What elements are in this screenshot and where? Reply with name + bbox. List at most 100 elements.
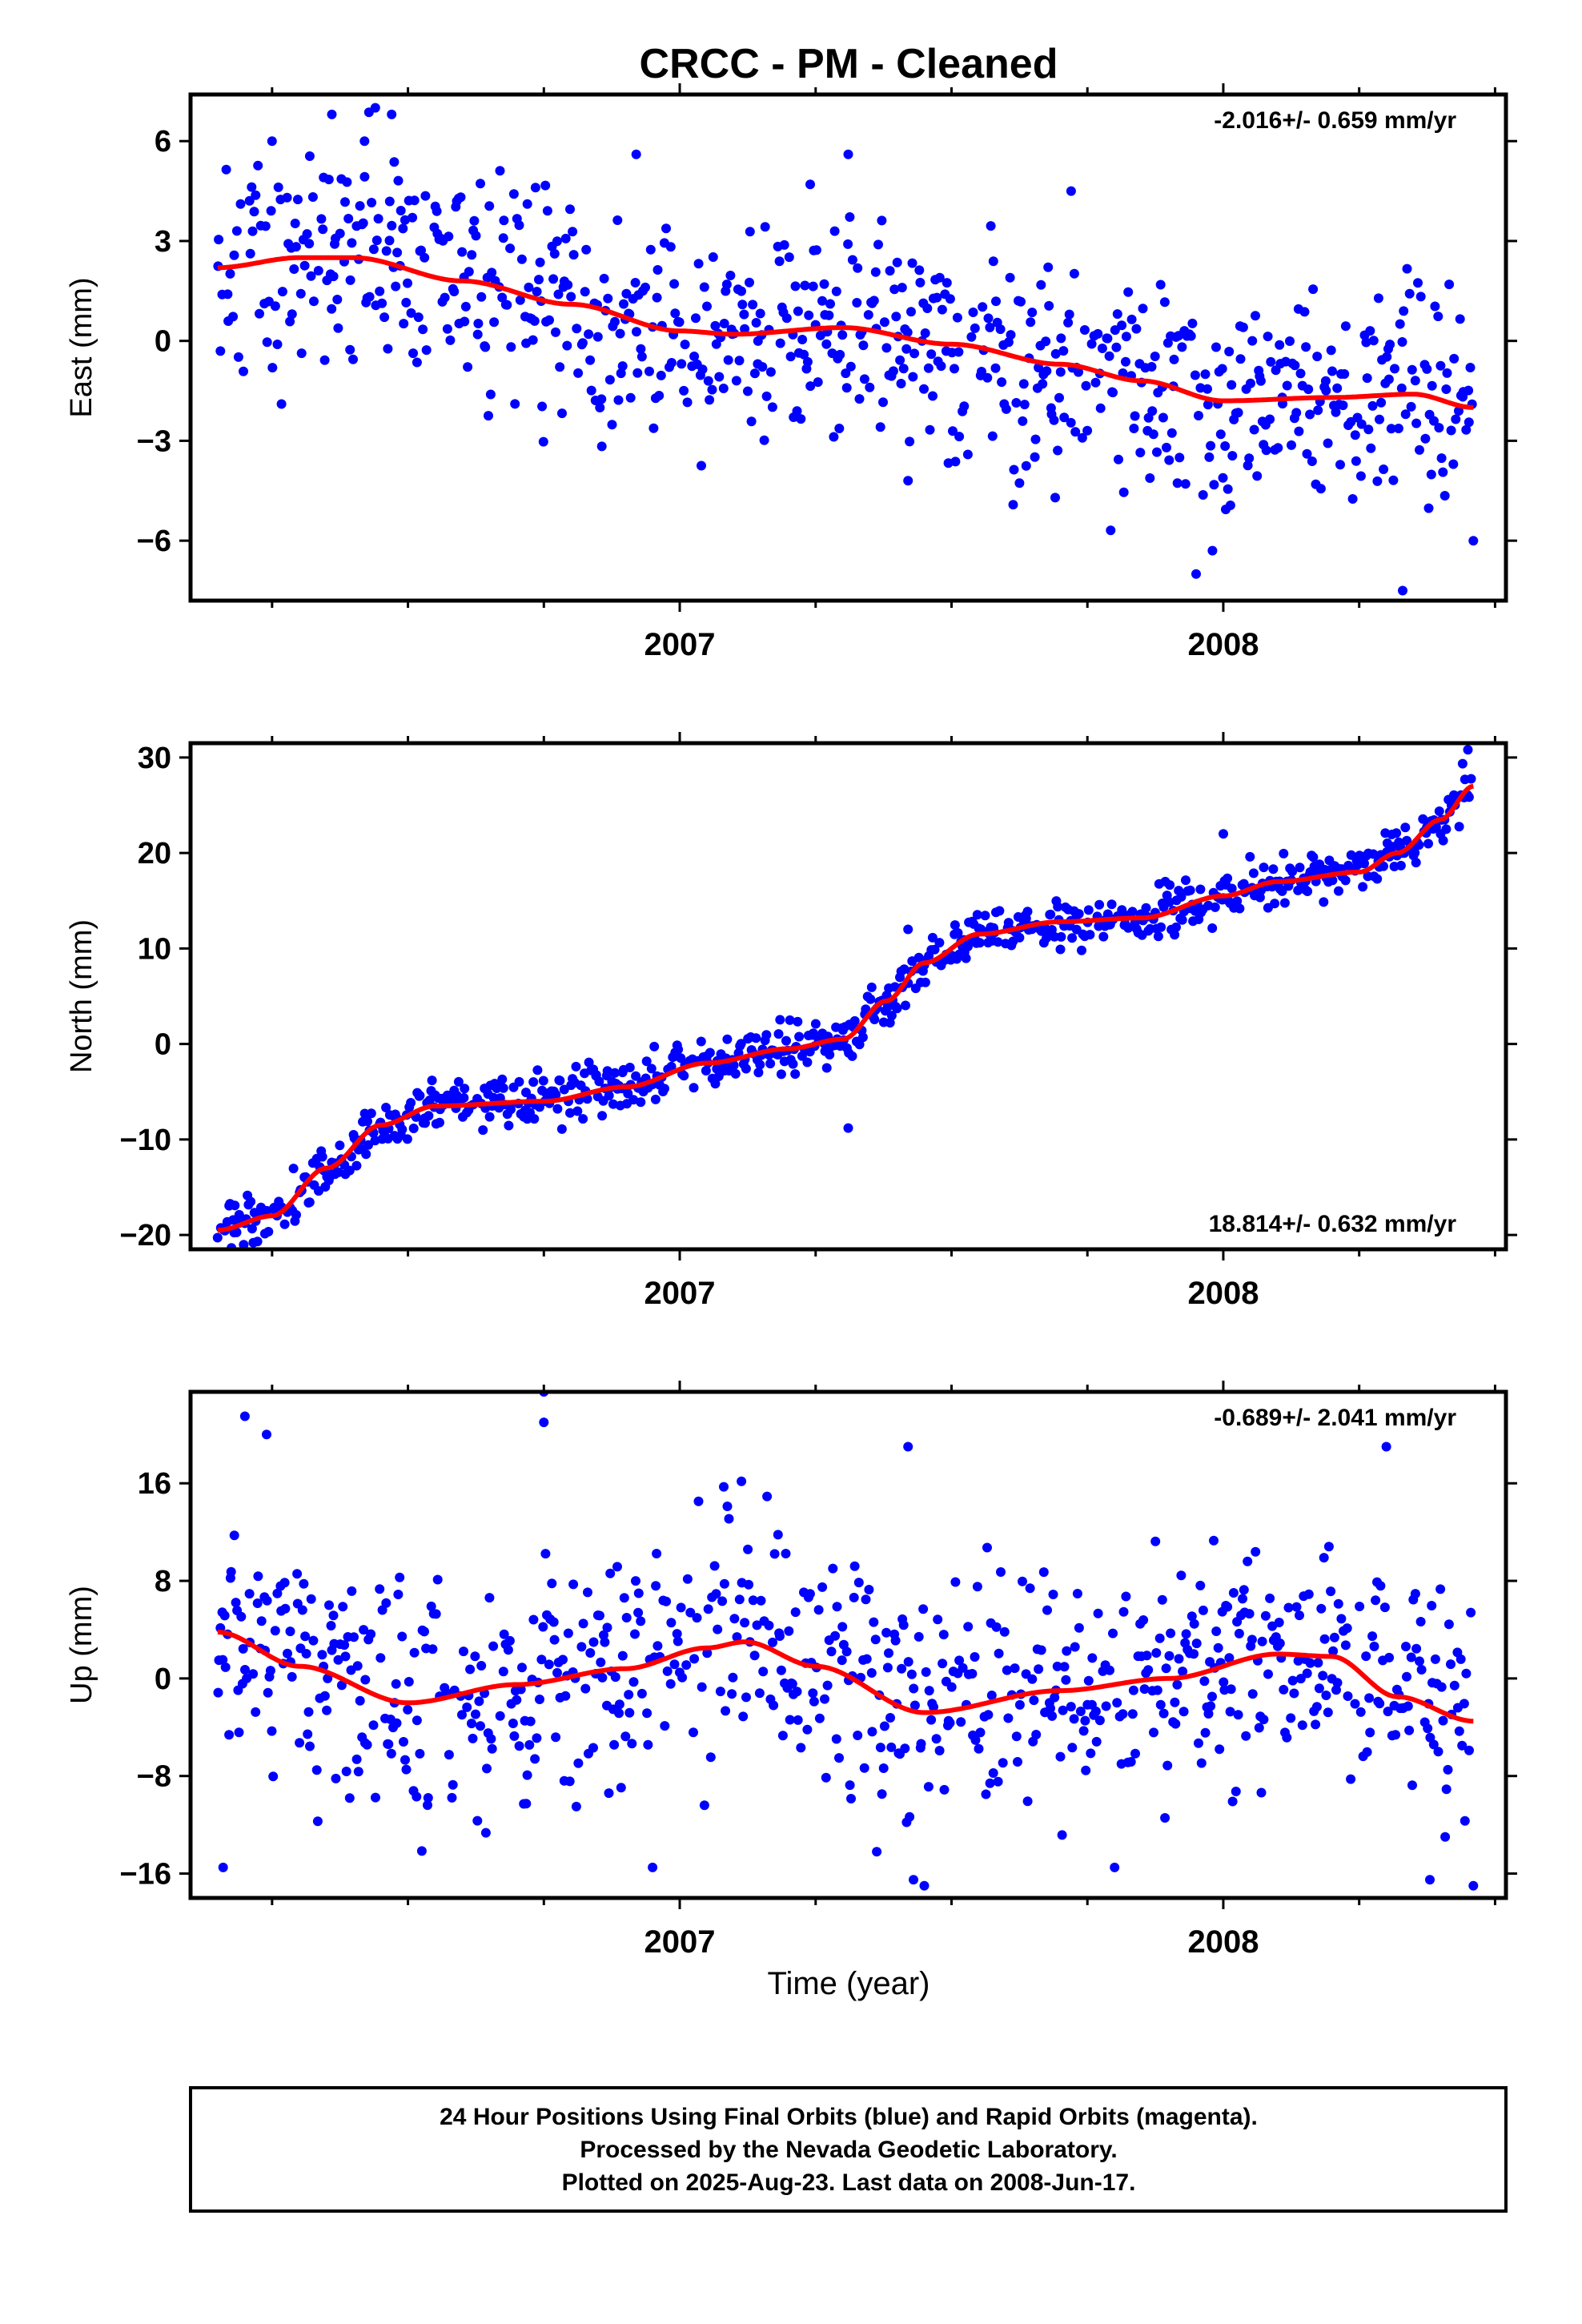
data-point [843, 1123, 853, 1133]
data-point [1238, 322, 1248, 332]
data-point [886, 1011, 897, 1021]
data-point [923, 363, 934, 373]
data-point [1215, 1744, 1225, 1755]
data-point [845, 212, 855, 222]
data-point [1463, 745, 1473, 755]
data-point [391, 1718, 402, 1728]
data-point [1399, 306, 1409, 316]
data-point [537, 401, 548, 412]
data-point [1402, 1671, 1411, 1682]
data-point [909, 348, 920, 359]
data-point [224, 1730, 235, 1740]
data-point [244, 195, 255, 206]
data-point [666, 1061, 677, 1072]
data-point [914, 265, 925, 275]
y-tick-label: 8 [155, 1565, 171, 1598]
data-point [1464, 792, 1474, 802]
data-point [219, 1610, 230, 1621]
data-point [736, 1039, 746, 1049]
data-point [244, 1589, 255, 1599]
data-point [1361, 1651, 1371, 1662]
data-point [288, 1164, 299, 1174]
data-point [1436, 1682, 1447, 1692]
data-point [1002, 1665, 1012, 1675]
data-point [1346, 1774, 1356, 1784]
data-point [524, 282, 534, 292]
data-point [717, 1596, 728, 1606]
data-point [1211, 342, 1221, 352]
data-point [1403, 1701, 1413, 1711]
data-point [1395, 319, 1405, 329]
data-point [1227, 883, 1237, 894]
data-point [362, 1739, 372, 1750]
data-point [409, 195, 420, 206]
data-point [416, 245, 426, 255]
data-point [456, 192, 466, 203]
data-point [854, 394, 865, 404]
data-point [1159, 297, 1170, 308]
data-point [828, 1563, 838, 1574]
data-point [1415, 1617, 1426, 1626]
data-point [676, 1602, 686, 1613]
data-point [624, 1063, 635, 1072]
data-point [610, 316, 620, 327]
data-point [950, 1577, 961, 1587]
data-point [442, 324, 452, 334]
data-point [793, 306, 803, 316]
data-point [1388, 475, 1399, 485]
data-point [788, 1059, 798, 1069]
data-point [515, 295, 525, 305]
data-point [218, 1655, 228, 1665]
data-point [696, 1036, 706, 1047]
data-point [870, 1634, 881, 1645]
data-point [535, 257, 545, 267]
data-point [1406, 1652, 1416, 1663]
data-point [1464, 417, 1474, 428]
data-point [829, 226, 840, 236]
data-point [379, 312, 390, 323]
data-point [1036, 1645, 1046, 1655]
data-point [287, 1671, 297, 1682]
data-point [779, 239, 789, 250]
data-point [831, 286, 841, 296]
data-point [1152, 1685, 1162, 1695]
data-point [584, 329, 594, 340]
data-point [660, 1721, 670, 1731]
data-point [785, 1015, 795, 1025]
data-point [1386, 424, 1396, 434]
data-point [1106, 899, 1117, 910]
data-point [728, 1672, 738, 1683]
data-point [1046, 909, 1056, 919]
data-point [1259, 862, 1269, 873]
data-point [865, 382, 875, 392]
data-point [977, 367, 986, 376]
data-point [301, 1649, 311, 1659]
data-point [837, 1655, 847, 1666]
footer-line-3: Plotted on 2025-Aug-23. Last data on 200… [562, 2169, 1136, 2196]
data-point [1018, 416, 1028, 426]
data-point [641, 1056, 652, 1067]
data-point [820, 1694, 829, 1704]
data-point [825, 1050, 835, 1059]
data-point [1246, 378, 1255, 388]
data-point [262, 337, 272, 348]
data-point [549, 248, 560, 259]
data-point [399, 1737, 408, 1747]
data-point [340, 1651, 351, 1662]
data-point [409, 1647, 420, 1658]
data-point [331, 1773, 341, 1783]
data-point [1206, 440, 1216, 451]
data-point [1058, 346, 1069, 356]
data-point [427, 1076, 437, 1086]
data-point [551, 1089, 561, 1100]
data-point [652, 1641, 663, 1651]
data-point [418, 324, 428, 335]
data-point [1334, 886, 1343, 896]
data-point [1074, 909, 1084, 919]
data-point [447, 1792, 457, 1803]
data-point [1126, 314, 1137, 324]
data-point [234, 1209, 244, 1220]
data-point [1454, 1726, 1464, 1736]
data-point [1239, 1585, 1249, 1595]
data-point [212, 1232, 223, 1243]
